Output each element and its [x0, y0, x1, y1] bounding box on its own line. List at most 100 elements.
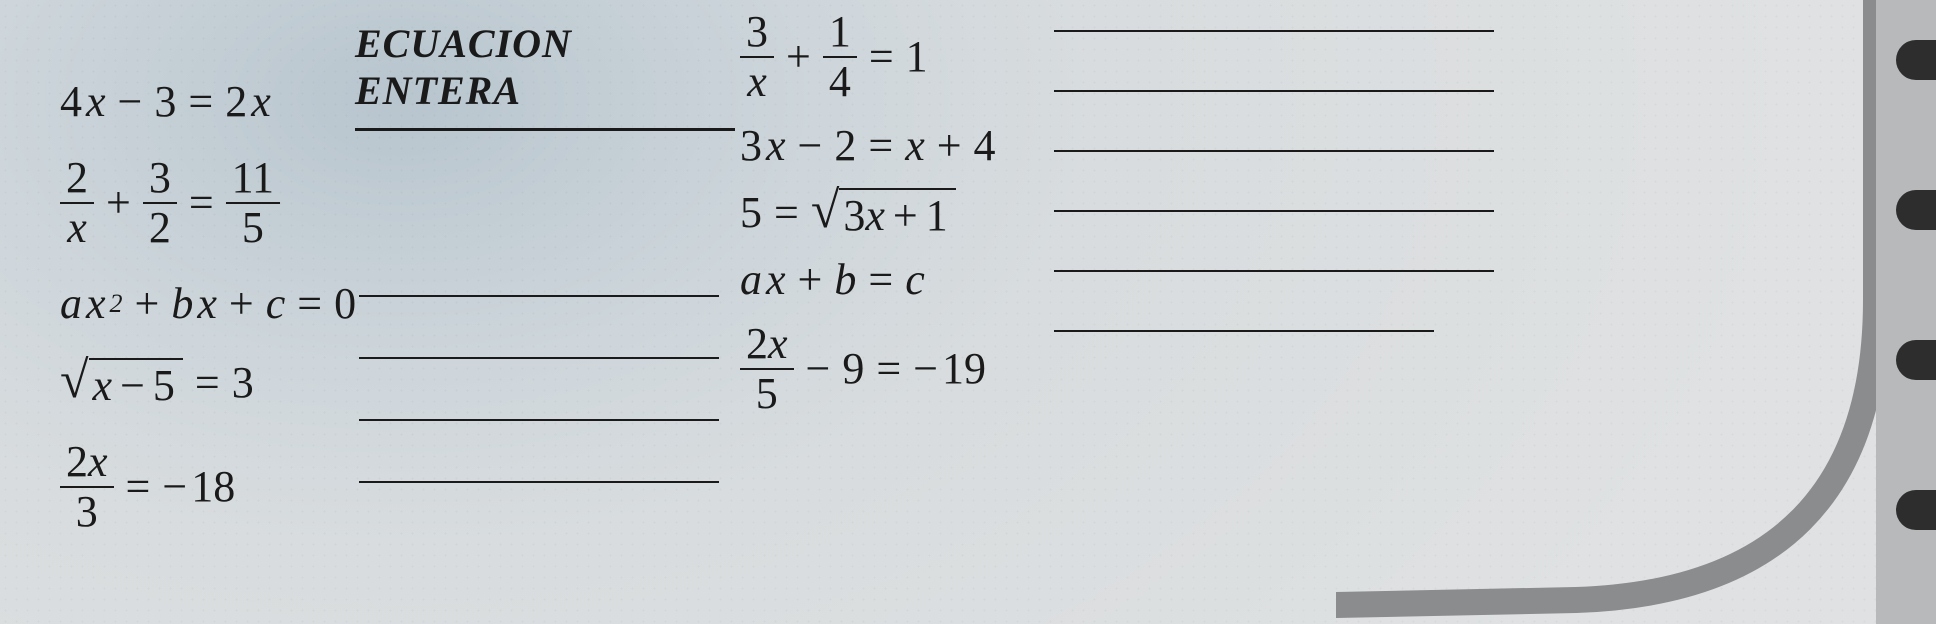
const: 5: [153, 364, 175, 408]
answer-blank[interactable]: [1054, 270, 1494, 272]
binding-hole: [1896, 490, 1936, 530]
fraction: 32: [143, 156, 177, 250]
fraction: 14: [823, 10, 857, 104]
plus: +: [885, 194, 926, 238]
radical: √ 3 x + 1: [811, 188, 956, 238]
radicand: x − 5: [89, 358, 183, 408]
equation-r4: a x + b = c: [740, 258, 1030, 302]
minus: −: [112, 364, 153, 408]
equals: =: [861, 35, 902, 79]
equations-column-right: 3x + 14 = 1 3 x − 2 = x + 4 5 = √ 3: [740, 10, 1030, 436]
coef-a: a: [60, 282, 82, 326]
equals: =: [180, 80, 221, 124]
plus: +: [221, 282, 262, 326]
radical-sign: √: [811, 190, 840, 240]
coef: 2: [66, 437, 88, 486]
var-x: x: [766, 124, 786, 168]
binding-hole: [1896, 40, 1936, 80]
coef-a: a: [740, 258, 762, 302]
spacer: [355, 191, 735, 235]
denominator: x: [61, 206, 93, 250]
denominator: 5: [236, 206, 270, 250]
heading-and-blanks-column: ECUACION ENTERA: [355, 20, 735, 543]
denominator: 2: [143, 206, 177, 250]
fraction: 3x: [740, 10, 774, 104]
answer-blank[interactable]: [1054, 210, 1494, 212]
numerator: 3: [143, 156, 177, 200]
worksheet-page: 4 x − 3 = 2 x 2x + 32 = 115 a x2 + b: [0, 0, 1936, 624]
numerator: 3: [740, 10, 774, 54]
plus: +: [929, 124, 970, 168]
const: 3: [232, 361, 254, 405]
answer-blank[interactable]: [359, 419, 719, 421]
denominator: 4: [823, 60, 857, 104]
plus: +: [98, 181, 139, 225]
const: 19: [942, 347, 986, 391]
equation-r1: 3x + 14 = 1: [740, 10, 1030, 104]
exponent: 2: [110, 291, 123, 317]
minus: −: [790, 124, 831, 168]
plus: +: [127, 282, 168, 326]
equals: =: [181, 181, 222, 225]
answer-blank[interactable]: [1054, 30, 1494, 32]
numerator: 2: [60, 156, 94, 200]
coef-c: c: [905, 258, 925, 302]
answer-blank[interactable]: [1054, 150, 1494, 152]
minus: −: [110, 80, 151, 124]
fraction: 2x: [60, 156, 94, 250]
numerator: 11: [226, 156, 280, 200]
coef: 2: [225, 80, 247, 124]
answer-blank[interactable]: [1054, 330, 1434, 332]
var-x: x: [766, 258, 786, 302]
radicand: 3 x + 1: [839, 188, 955, 238]
equals: =: [289, 282, 330, 326]
coef: 2: [746, 319, 768, 368]
equation-2: 2x + 32 = 115: [60, 156, 360, 250]
answer-blank[interactable]: [359, 295, 719, 297]
var-x: x: [197, 282, 217, 326]
radical: √ x − 5: [60, 358, 183, 408]
var-x: x: [768, 319, 788, 368]
const: 5: [740, 191, 762, 235]
equals: =: [766, 191, 807, 235]
numerator: 2x: [60, 440, 114, 484]
coef-b: b: [171, 282, 193, 326]
var-x: x: [865, 194, 885, 238]
zero: 0: [334, 282, 356, 326]
equals: =: [868, 347, 909, 391]
radical-sign: √: [60, 360, 89, 410]
const: 1: [926, 194, 948, 238]
var-x: x: [86, 80, 106, 124]
coef: 3: [740, 124, 762, 168]
plus: +: [790, 258, 831, 302]
section-heading: ECUACION ENTERA: [355, 20, 735, 131]
spiral-binding: [1876, 0, 1936, 624]
binding-hole: [1896, 340, 1936, 380]
denominator: 5: [750, 372, 784, 416]
coef: 4: [60, 80, 82, 124]
answer-blank[interactable]: [1054, 90, 1494, 92]
equation-r5: 2x 5 − 9 = − 19: [740, 322, 1030, 416]
const: 3: [154, 80, 176, 124]
equation-3: a x2 + b x + c = 0: [60, 282, 360, 326]
minus: −: [162, 465, 187, 509]
binding-hole: [1896, 190, 1936, 230]
fraction: 2x 3: [60, 440, 114, 534]
equation-r2: 3 x − 2 = x + 4: [740, 124, 1030, 168]
coef-c: c: [266, 282, 286, 326]
fraction: 2x 5: [740, 322, 794, 416]
equals: =: [187, 361, 228, 405]
equals: =: [860, 124, 901, 168]
answer-blank[interactable]: [359, 357, 719, 359]
minus: −: [913, 347, 938, 391]
answer-blank[interactable]: [359, 481, 719, 483]
coef: 3: [843, 194, 865, 238]
equals: =: [118, 465, 159, 509]
minus: −: [798, 347, 839, 391]
var-x: x: [93, 364, 113, 408]
const: 18: [191, 465, 235, 509]
equals: =: [860, 258, 901, 302]
var-x: x: [86, 282, 106, 326]
const: 9: [842, 347, 864, 391]
equation-r3: 5 = √ 3 x + 1: [740, 188, 1030, 238]
